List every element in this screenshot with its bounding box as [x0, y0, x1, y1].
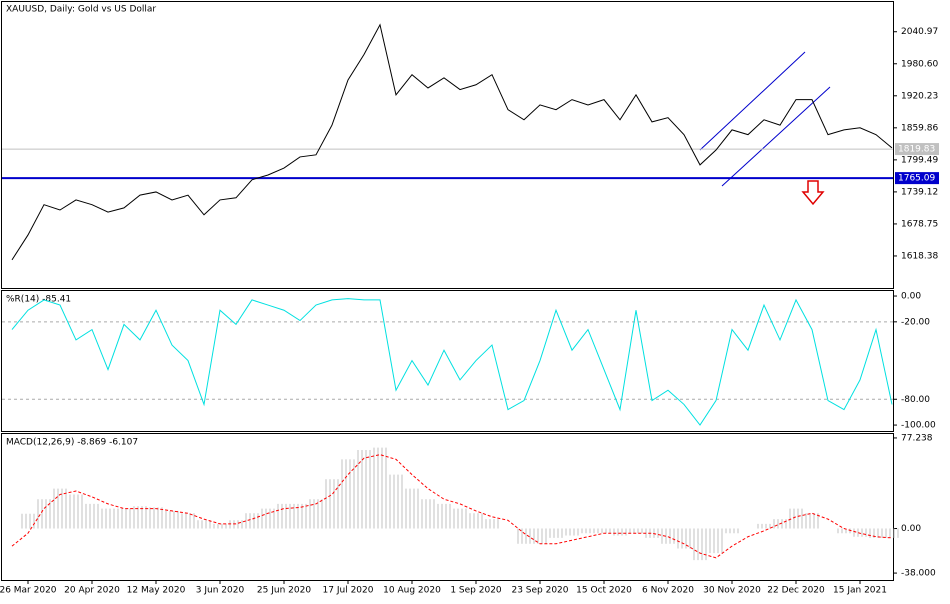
y-tick-label: 1859.86: [901, 123, 938, 133]
signal-line: [11, 454, 893, 559]
y-tick-label: 2040.97: [901, 27, 938, 37]
y-tick-label: -20.00: [901, 317, 930, 327]
price-tag: [895, 143, 939, 156]
x-tick-label: 12 May 2020: [127, 586, 186, 596]
price-line: [11, 23, 893, 261]
x-tick-label: 15 Jan 2021: [833, 586, 887, 596]
y-tick-label: 1739.12: [901, 187, 938, 197]
x-tick-label: 22 Dec 2020: [767, 586, 825, 596]
x-tick-label: 1 Sep 2020: [450, 586, 502, 596]
indicator-title: MACD(12,26,9) -8.869 -6.107: [6, 438, 138, 448]
macd-panel: [1, 433, 894, 581]
y-tick-label: 0.00: [901, 524, 921, 534]
x-tick-label: 30 Nov 2020: [703, 586, 761, 596]
y-tick-label: -38.000: [901, 569, 936, 579]
y-tick-label: 77.238: [901, 433, 933, 443]
wpr-panel: [1, 290, 894, 432]
y-tick-label: 1678.75: [901, 219, 938, 229]
x-tick-label: 3 Jun 2020: [196, 586, 245, 596]
x-tick-label: 10 Aug 2020: [383, 586, 441, 596]
chart-title: XAUUSD, Daily: Gold vs US Dollar: [6, 5, 156, 15]
current-price-label: 1819.83: [898, 145, 935, 155]
indicator-title: %R(14) -85.41: [6, 295, 71, 305]
x-tick-label: 20 Apr 2020: [64, 586, 120, 596]
x-tick-label: 26 Mar 2020: [0, 586, 57, 596]
level-label: 1765.09: [898, 174, 935, 184]
price-line: [11, 298, 893, 426]
x-tick-label: 17 Jul 2020: [323, 586, 374, 596]
y-tick-label: 1618.38: [901, 251, 938, 261]
y-tick-label: 1980.60: [901, 59, 938, 69]
x-tick-label: 23 Sep 2020: [511, 586, 568, 596]
y-tick-label: -100.00: [901, 421, 936, 431]
price-panel: [1, 1, 894, 289]
down-arrow: [801, 180, 825, 206]
channel-line: [721, 86, 831, 187]
y-tick-label: 1799.49: [901, 155, 938, 165]
y-tick-label: 0.00: [901, 292, 921, 302]
x-tick-label: 15 Oct 2020: [576, 586, 632, 596]
x-tick-label: 6 Nov 2020: [642, 586, 694, 596]
y-tick-label: -80.00: [901, 395, 930, 405]
y-tick-label: 1920.23: [901, 91, 938, 101]
x-tick-label: 25 Jun 2020: [257, 586, 311, 596]
level-tag: [895, 172, 939, 185]
channel-line: [699, 51, 806, 151]
